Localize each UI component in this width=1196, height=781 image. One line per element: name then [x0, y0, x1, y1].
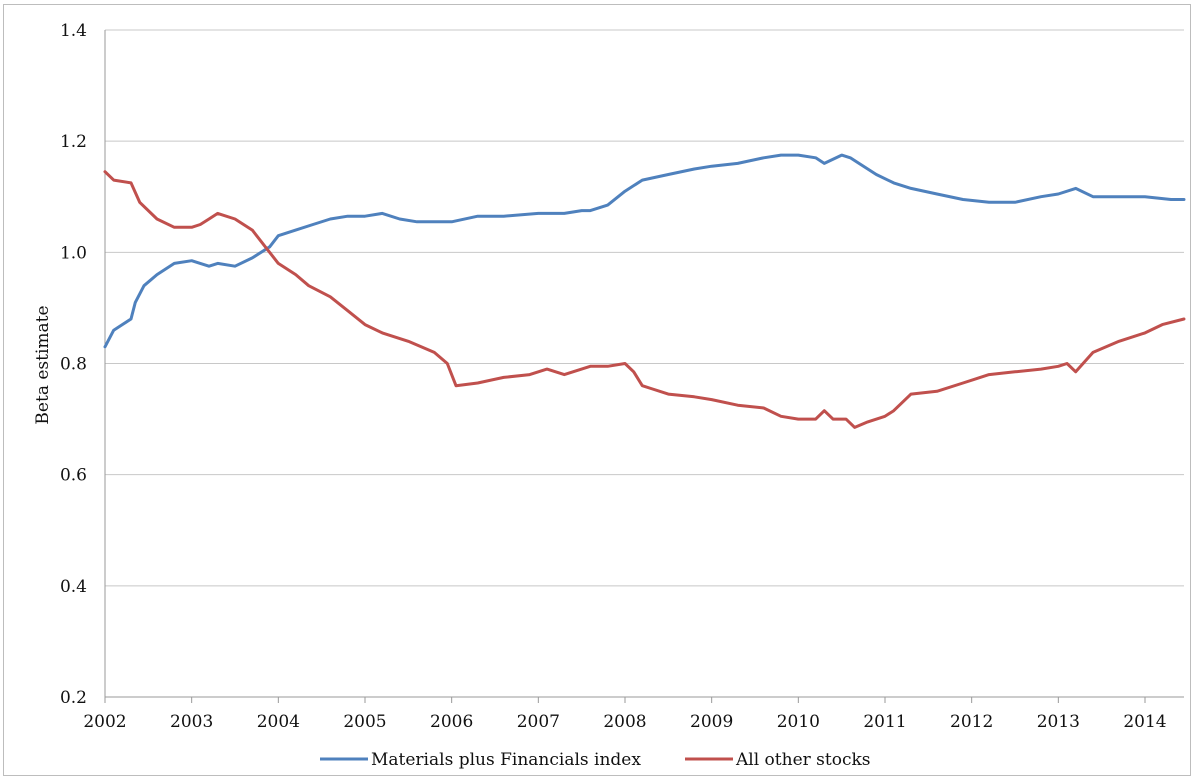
x-tick-label: 2005 — [343, 712, 386, 732]
y-tick-label: 0.6 — [60, 466, 87, 486]
tick-labels: 0.2 0.4 0.6 0.8 1.0 1.2 1.4 2002 2003 2004 2005 200… — [60, 21, 1167, 732]
x-tick-label: 2007 — [517, 712, 560, 732]
gridlines — [105, 29, 1184, 587]
chart-frame — [3, 4, 1191, 776]
x-tick-label: 2013 — [1037, 712, 1080, 732]
x-tick-label: 2002 — [83, 712, 126, 732]
legend: Materials plus Financials index All other… — [320, 750, 871, 770]
x-tick-label: 2012 — [950, 712, 993, 732]
y-tick-label: 0.2 — [60, 688, 87, 708]
x-tick-label: 2004 — [257, 712, 300, 732]
x-tick-label: 2009 — [690, 712, 733, 732]
y-tick-label: 1.0 — [60, 243, 87, 263]
x-tick-label: 2010 — [777, 712, 820, 732]
x-tick-label: 2003 — [170, 712, 213, 732]
series-line-1 — [103, 153, 1186, 349]
y-tick-label: 1.2 — [60, 132, 87, 152]
y-tick-label: 0.4 — [60, 577, 87, 597]
x-tick-label: 2008 — [603, 712, 646, 732]
legend-label-2: All other stocks — [735, 750, 871, 770]
y-axis-label: Beta estimate — [33, 305, 53, 424]
x-tick-label: 2014 — [1123, 712, 1166, 732]
series-line-2 — [103, 170, 1186, 429]
legend-label-1: Materials plus Financials index — [371, 750, 641, 770]
x-tick-label: 2011 — [863, 712, 906, 732]
series-lines — [103, 153, 1186, 429]
y-tick-label: 0.8 — [60, 355, 87, 375]
y-tick-label: 1.4 — [60, 21, 87, 41]
x-tick-label: 2006 — [430, 712, 473, 732]
axes — [104, 30, 1184, 703]
